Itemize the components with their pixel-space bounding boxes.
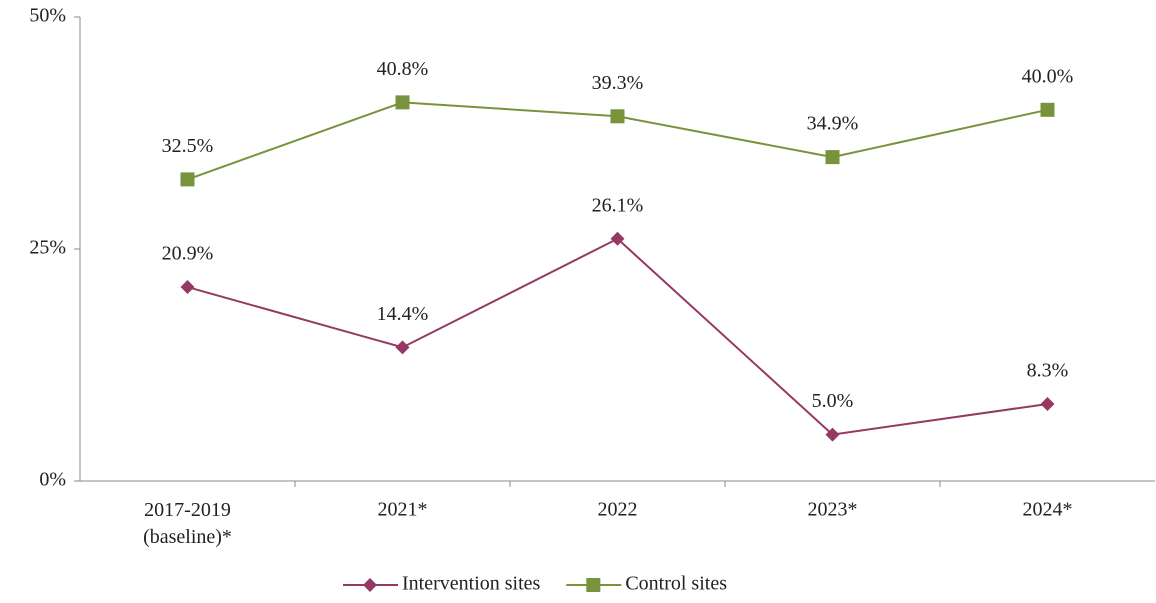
marker — [610, 109, 625, 124]
marker — [1040, 102, 1055, 117]
x-tick-label: 2024* — [1023, 499, 1073, 521]
data-label: 40.8% — [377, 58, 429, 80]
y-tick-label: 50% — [29, 5, 66, 27]
data-label: 14.4% — [377, 303, 429, 325]
x-tick-label: 2022 — [598, 499, 638, 521]
data-label: 32.5% — [162, 135, 214, 157]
y-tick-label: 0% — [39, 469, 66, 491]
data-label: 5.0% — [812, 390, 854, 412]
marker — [1040, 396, 1055, 411]
marker — [610, 231, 625, 246]
marker — [395, 95, 410, 110]
data-label: 26.1% — [592, 194, 644, 216]
legend-label: Control sites — [625, 573, 727, 595]
marker — [180, 172, 195, 187]
series-line — [187, 237, 1048, 436]
marker — [363, 578, 377, 592]
data-label: 40.0% — [1022, 65, 1074, 87]
marker — [395, 340, 410, 355]
data-label: 39.3% — [592, 72, 644, 94]
data-label: 34.9% — [807, 113, 859, 135]
x-tick-label: 2021* — [378, 499, 428, 521]
data-label: 20.9% — [162, 243, 214, 265]
data-label: 8.3% — [1027, 360, 1069, 382]
legend: Intervention sites Control sites — [343, 573, 727, 595]
marker — [825, 150, 840, 165]
marker — [180, 280, 195, 295]
x-tick-label: 2017-2019 (baseline)* — [143, 499, 232, 548]
marker — [825, 427, 840, 442]
legend-label: Intervention sites — [402, 573, 541, 595]
x-tick-label: 2023* — [808, 499, 858, 521]
marker — [586, 578, 601, 592]
y-tick-label: 25% — [29, 237, 66, 259]
